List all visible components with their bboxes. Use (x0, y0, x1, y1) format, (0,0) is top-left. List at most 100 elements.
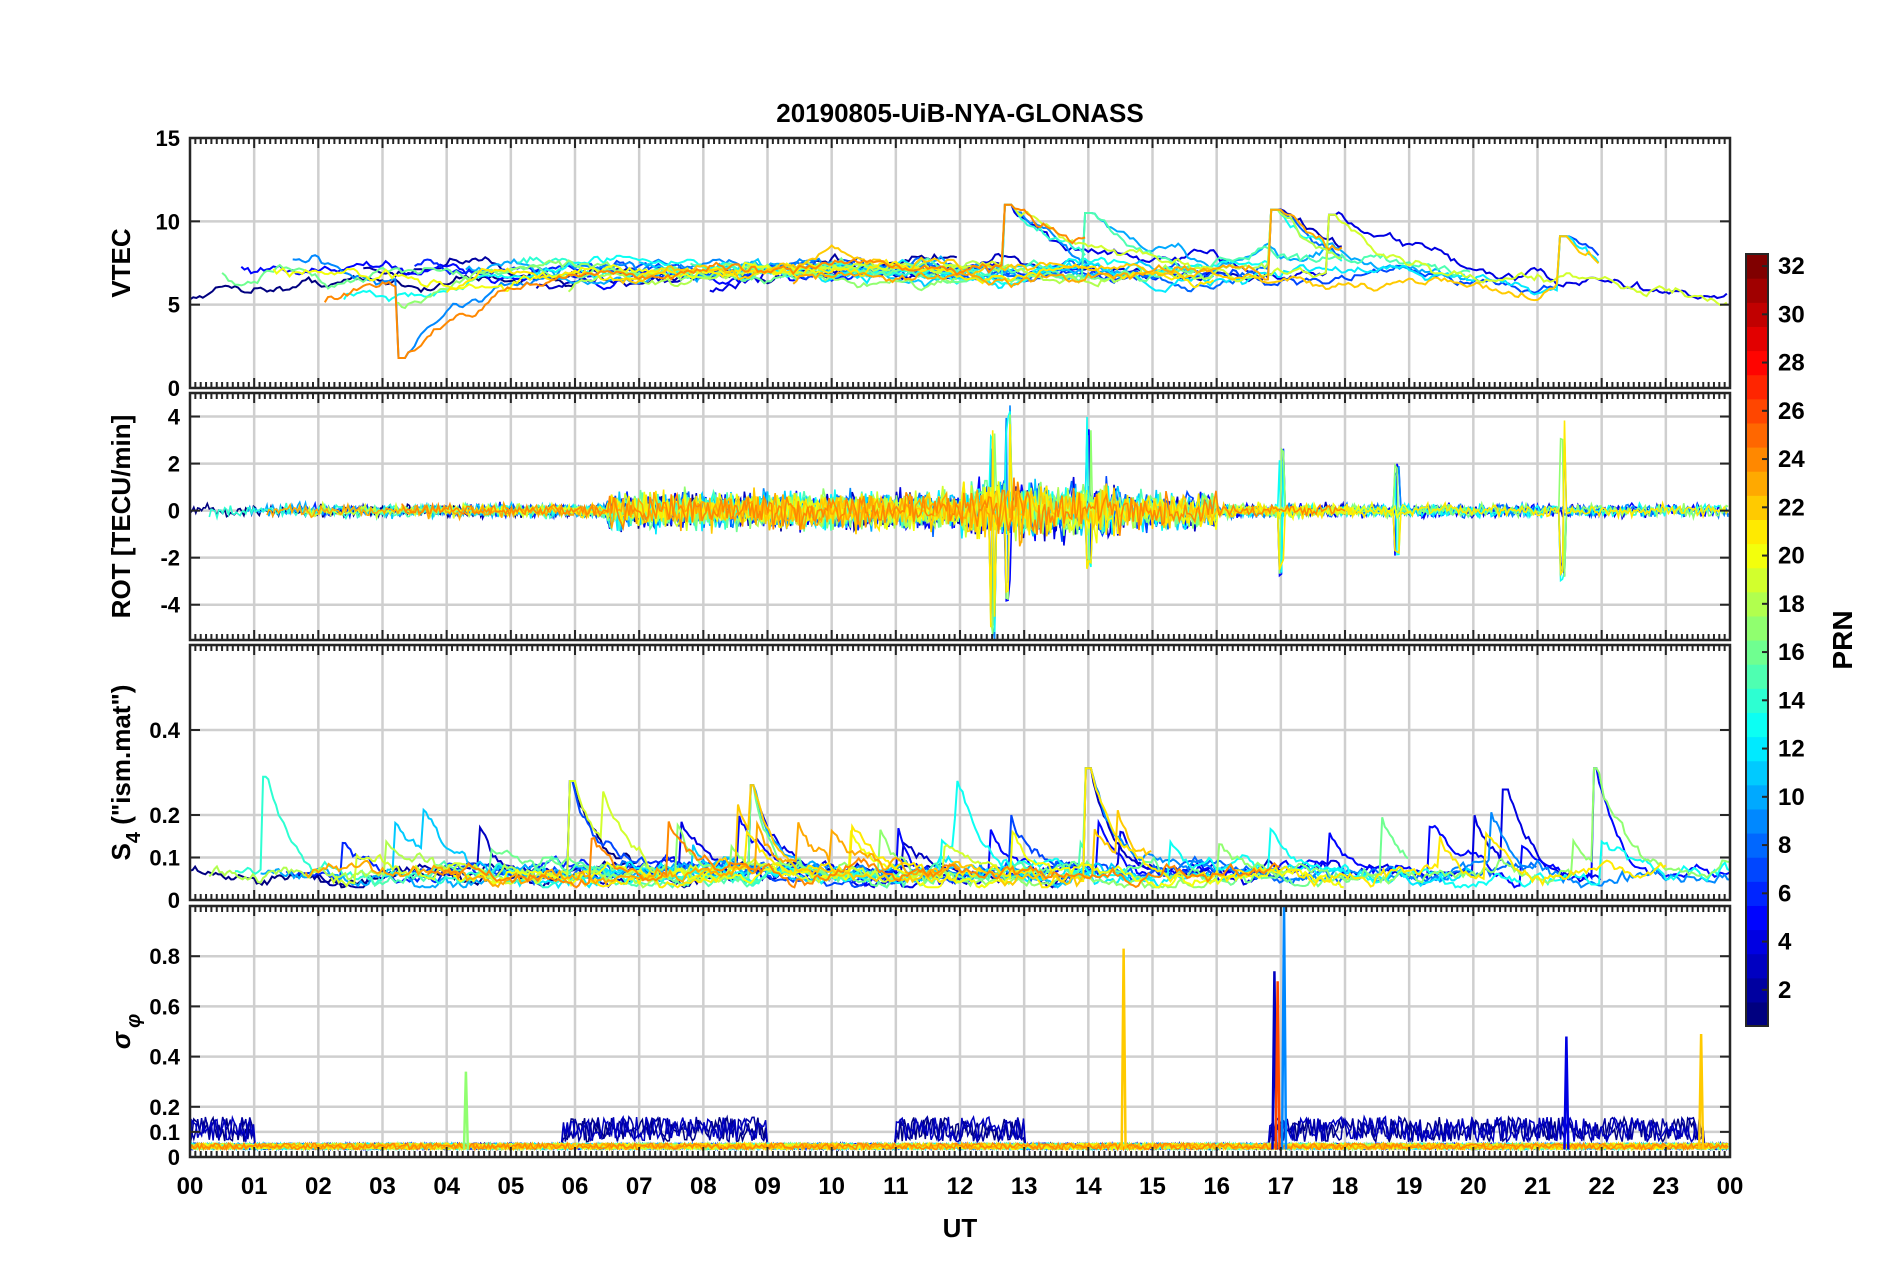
x-tick-label: 04 (433, 1173, 460, 1200)
colorbar-swatch (1746, 374, 1768, 400)
panel-1: 0 5 10 15 VTEC (106, 126, 1732, 401)
panel-4: 00.10.2 0.4 0.6 0.8 σφ (106, 904, 1732, 1170)
colorbar-tick-label: 32 (1778, 253, 1805, 280)
x-tick-label: 05 (497, 1173, 524, 1200)
y-tick-label: 4 (168, 405, 181, 430)
x-tick-label: 08 (690, 1173, 717, 1200)
colorbar-tick-label: 14 (1778, 687, 1805, 714)
colorbar-swatch (1746, 302, 1768, 327)
colorbar-tick-label: 4 (1778, 929, 1792, 956)
series-group (190, 767, 1730, 890)
y-tick-label: 0.2 (149, 1095, 180, 1120)
x-tick-label: 18 (1332, 1173, 1359, 1200)
x-tick-label: 19 (1396, 1173, 1423, 1200)
vtec-series-prn-23 (792, 208, 1343, 289)
figure-title: 20190805-UiB-NYA-GLONASS (776, 98, 1144, 128)
colorbar-tick-label: 8 (1778, 832, 1791, 859)
colorbar-swatch (1746, 881, 1768, 906)
colorbar-swatch (1746, 278, 1768, 303)
sigma-spike (1280, 906, 1288, 1150)
tick-marks (189, 138, 1731, 388)
colorbar-tick-label: 30 (1778, 301, 1805, 328)
y-tick-label: 0.8 (149, 944, 180, 969)
y-axis-label: VTEC (106, 228, 136, 298)
colorbar-swatch (1746, 326, 1768, 352)
colorbar-swatch (1746, 519, 1768, 545)
y-axis-label: ROT [TECU/min] (106, 415, 136, 619)
sigma-spike (1697, 1033, 1705, 1150)
sigma-spike (1563, 1036, 1570, 1150)
colorbar-tick-label: 10 (1778, 784, 1805, 811)
x-tick-label: 23 (1652, 1173, 1679, 1200)
colorbar-tick-label: 26 (1778, 398, 1805, 425)
x-tick-label: 10 (818, 1173, 845, 1200)
y-axis-label-sub: φ (123, 1014, 145, 1028)
y-tick-label: 0.1 (149, 1120, 180, 1145)
y-tick-label: 15 (156, 126, 180, 151)
colorbar-tick-label: 22 (1778, 494, 1805, 521)
sigma-spike (1274, 981, 1281, 1150)
y-tick-label: 0 (168, 1145, 180, 1170)
y-tick-label: 0.4 (149, 1045, 180, 1070)
colorbar-tick-label: 20 (1778, 543, 1805, 570)
x-tick-label: 22 (1588, 1173, 1615, 1200)
tick-marks (189, 906, 1731, 1157)
y-tick-label: 0 (168, 499, 180, 524)
series-group (190, 203, 1728, 359)
y-tick-label: 5 (168, 293, 180, 318)
series-group (190, 405, 1729, 640)
tick-marks (189, 393, 1731, 640)
x-tick-label: 16 (1203, 1173, 1230, 1200)
rot-series-prn-22 (709, 483, 1281, 538)
colorbar-swatch (1746, 398, 1768, 424)
colorbar-swatch (1746, 808, 1768, 834)
colorbar-swatch (1746, 905, 1768, 931)
x-tick-label: 21 (1524, 1173, 1551, 1200)
colorbar-swatch (1746, 254, 1768, 279)
sigma-spike (1120, 948, 1127, 1150)
rot-series-prn-23 (266, 489, 1025, 547)
colorbar-swatch (1746, 664, 1768, 689)
vtec-series-prn-22 (619, 235, 1600, 302)
colorbar-swatch (1746, 1001, 1768, 1027)
colorbar-tick-label: 16 (1778, 639, 1805, 666)
colorbar-swatch (1746, 760, 1768, 786)
x-tick-label: 20 (1460, 1173, 1487, 1200)
vtec-series-prn-12 (811, 235, 1600, 296)
colorbar-tick-label: 18 (1778, 591, 1805, 618)
y-tick-label: 0 (168, 376, 180, 401)
tick-marks (189, 645, 1731, 900)
y-axis-label: S4 ("ism.mat") (106, 685, 145, 861)
colorbar-swatch (1746, 688, 1768, 713)
s4-series-prn-23 (304, 819, 961, 889)
x-tick-label: 03 (369, 1173, 396, 1200)
colorbar-tick-label: 12 (1778, 736, 1805, 763)
x-tick-label: 06 (562, 1173, 589, 1200)
colorbar-swatch (1746, 422, 1768, 448)
y-tick-label: 0 (168, 888, 180, 913)
x-tick-label: 00 (1717, 1173, 1744, 1200)
x-tick-label: 02 (305, 1173, 332, 1200)
sigma-series-prn-24 (190, 1140, 1729, 1152)
colorbar-swatch (1746, 857, 1768, 882)
x-tick-label: 15 (1139, 1173, 1166, 1200)
x-tick-label: 09 (754, 1173, 781, 1200)
colorbar-tick-label: 24 (1778, 446, 1805, 473)
x-tick-label: 11 (883, 1173, 908, 1200)
panel-3: 00.10.20.4S4 ("ism.mat") (106, 643, 1732, 913)
x-tick-label: 01 (241, 1173, 268, 1200)
y-tick-label: 0.2 (149, 803, 180, 828)
y-tick-label: -4 (160, 593, 180, 618)
x-tick-label: 17 (1267, 1173, 1294, 1200)
colorbar-swatch (1746, 929, 1768, 955)
colorbar-swatch (1746, 447, 1768, 472)
colorbar-swatch (1746, 495, 1768, 520)
y-axis-label-main: σ (106, 1030, 136, 1049)
colorbar-swatch (1746, 953, 1768, 979)
x-tick-label: 13 (1011, 1173, 1038, 1200)
colorbar-tick-label: 2 (1778, 977, 1791, 1004)
y-tick-label: 0.1 (149, 846, 180, 871)
colorbar-tick-label: 6 (1778, 880, 1791, 907)
grid (190, 906, 1730, 1157)
